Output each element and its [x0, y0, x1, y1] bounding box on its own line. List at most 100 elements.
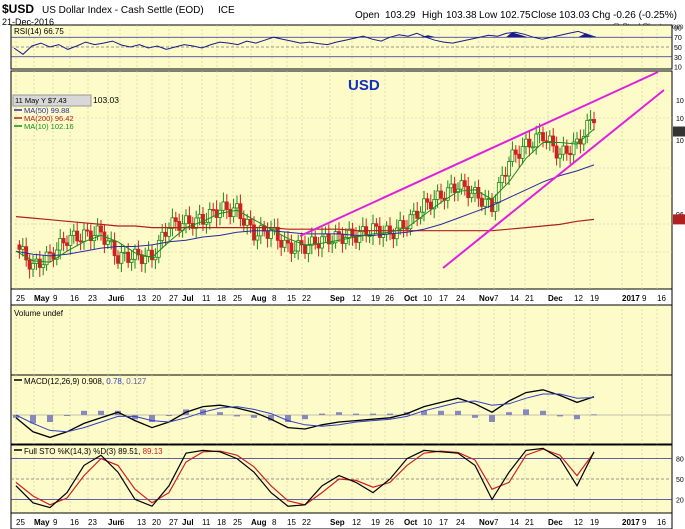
upper-trendline — [299, 71, 659, 237]
candle-body — [150, 249, 154, 261]
candle-body — [20, 246, 25, 250]
candle-body — [520, 146, 525, 159]
candle-body — [85, 229, 90, 232]
candle-body — [564, 145, 569, 154]
chg-label: Chg — [592, 10, 610, 21]
macd-histogram-bar — [217, 412, 223, 415]
candle-body — [571, 141, 576, 156]
x-tick-label: 6 — [120, 518, 125, 527]
x-tick-label: 23 — [88, 518, 97, 527]
x-tick-label: 24 — [456, 294, 465, 303]
candle-body — [517, 153, 522, 159]
x-tick-label: 20 — [152, 518, 161, 527]
rsi-overbought-fill — [506, 32, 528, 38]
candle-body — [156, 239, 161, 258]
candle-body — [201, 213, 205, 225]
rsi-overbought-fill — [578, 33, 594, 38]
candle-body — [122, 251, 127, 254]
candle-body — [585, 120, 590, 137]
candle-body — [449, 183, 454, 189]
rsi-line — [13, 30, 597, 55]
candle-body — [160, 231, 165, 241]
candle-body — [37, 258, 42, 268]
legend-entry: MA(10) 102.16 — [24, 122, 74, 131]
macd-histogram-bar — [557, 415, 563, 417]
x-tick-label: Sep — [330, 294, 345, 303]
x-tick-label: Aug — [251, 518, 267, 527]
candle-body — [415, 210, 420, 219]
macd-histogram-bar — [455, 410, 461, 415]
x-tick-label: Nov — [479, 294, 495, 303]
macd-histogram-bar — [13, 415, 19, 418]
macd-histogram-bar — [166, 415, 172, 416]
macd-histogram-value: 0.127 — [126, 377, 147, 386]
candle-body — [153, 256, 158, 261]
macd-signal-value: 0.78, — [106, 377, 126, 386]
x-tick-label: 25 — [233, 294, 242, 303]
chg-value: -0.26 (-0.25%) — [613, 10, 677, 21]
candle-body — [31, 263, 35, 270]
candle-body — [68, 235, 73, 246]
x-tick-label: 10 — [423, 294, 432, 303]
x-tick-label: 22 — [302, 518, 311, 527]
candle-body — [340, 233, 345, 244]
candle-body — [428, 201, 433, 210]
rsi-tick-label: 70 — [674, 35, 682, 42]
macd-panel — [10, 374, 673, 445]
candle-body — [374, 223, 379, 227]
lower-trendline — [442, 89, 665, 269]
candle-body — [136, 248, 141, 256]
macd-histogram-bar — [149, 415, 155, 422]
candle-body — [510, 149, 515, 162]
x-tick-label: 9 — [53, 518, 58, 527]
macd-histogram-bar — [285, 415, 291, 422]
candle-body — [479, 197, 484, 207]
candle-body — [112, 240, 117, 257]
x-tick-label: 26 — [385, 294, 394, 303]
x-tick-label: Dec — [548, 518, 563, 527]
candle-body — [224, 201, 229, 210]
macd-histogram-bar — [421, 410, 427, 415]
candle-body — [500, 174, 505, 183]
panels — [10, 24, 673, 529]
x-tick-label: 19 — [590, 294, 599, 303]
x-tick-label: May — [34, 294, 50, 303]
candle-body — [306, 244, 311, 254]
candle-body — [105, 240, 110, 245]
close-value: 103.03 — [559, 10, 590, 21]
x-tick-label: Oct — [404, 518, 418, 527]
candle-body — [109, 240, 114, 243]
x-tick-label: 13 — [137, 294, 146, 303]
legend-date-box — [12, 94, 92, 107]
macd-histogram-bar — [506, 412, 512, 415]
candle-body — [408, 214, 413, 230]
low-value: 102.75 — [500, 10, 531, 21]
candle-body — [330, 242, 335, 245]
candle-body — [527, 138, 532, 148]
candle-body — [133, 248, 137, 260]
candle-body — [27, 259, 32, 270]
candle-body — [432, 199, 437, 210]
candle-body — [462, 180, 467, 187]
candle-body — [228, 209, 233, 218]
x-tick-label: May — [34, 518, 50, 527]
x-tick-label: 20 — [152, 294, 161, 303]
candle-body — [235, 203, 239, 209]
labels: 2525MayMay9916162323JunJun66131320202727… — [12, 25, 685, 527]
x-tick-label: 17 — [439, 294, 448, 303]
candle-body — [561, 145, 566, 155]
candle-body — [95, 225, 100, 237]
x-tick-label: Aug — [251, 294, 267, 303]
rsi-tick-label: 50 — [674, 45, 682, 52]
candle-body — [255, 235, 260, 241]
candle-body — [245, 218, 250, 226]
candle-body — [466, 185, 471, 199]
candle-body — [146, 249, 151, 257]
macd-histogram-bar — [319, 413, 325, 415]
candle-body — [507, 161, 511, 177]
x-tick-label: Dec — [548, 294, 563, 303]
x-tick-label: Nov — [479, 518, 495, 527]
x-tick-label: 24 — [456, 518, 465, 527]
candle-body — [439, 190, 443, 199]
candle-body — [592, 119, 596, 124]
